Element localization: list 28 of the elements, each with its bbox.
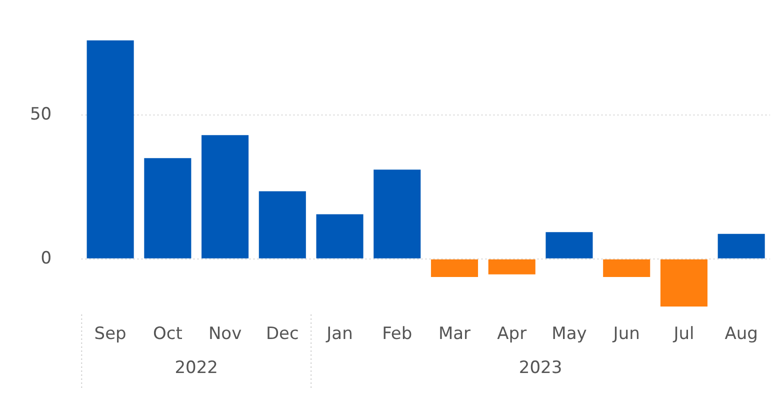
x-tick-label: Apr bbox=[497, 324, 527, 344]
bar bbox=[374, 170, 421, 258]
bar bbox=[660, 259, 708, 307]
x-tick-label: Oct bbox=[152, 324, 183, 344]
bar bbox=[144, 158, 192, 258]
y-tick-label: 0 bbox=[40, 248, 52, 268]
bar bbox=[546, 232, 593, 258]
x-tick-label: Jul bbox=[672, 324, 694, 344]
bar bbox=[86, 40, 134, 258]
x-tick-label: Jan bbox=[326, 324, 353, 344]
x-tick-label: Nov bbox=[208, 324, 242, 344]
bar bbox=[258, 191, 306, 258]
text: 2022 bbox=[174, 358, 218, 378]
bar bbox=[430, 259, 478, 277]
bar bbox=[316, 214, 364, 258]
x-tick-label: Sep bbox=[94, 324, 126, 344]
x-tick-label: May bbox=[552, 324, 587, 344]
x-tick-label: Mar bbox=[438, 324, 471, 344]
text: 2023 bbox=[518, 358, 562, 378]
bar bbox=[718, 234, 765, 258]
x-tick-label: Aug bbox=[724, 324, 758, 344]
bar bbox=[202, 135, 249, 258]
x-tick-label: Jun bbox=[612, 324, 640, 344]
x-tick-label: Feb bbox=[382, 324, 412, 344]
bar bbox=[603, 259, 650, 277]
y-tick-label: 50 bbox=[30, 104, 52, 124]
x-tick-label: Dec bbox=[266, 324, 299, 344]
bar bbox=[488, 259, 536, 274]
